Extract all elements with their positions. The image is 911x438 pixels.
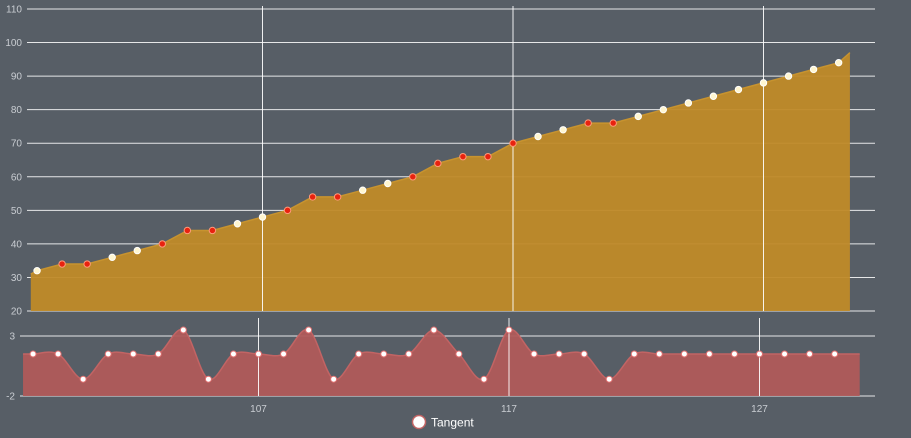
bottom-data-point (706, 351, 712, 357)
top-y-tick-label: 20 (11, 307, 23, 318)
bottom-data-point (306, 327, 312, 333)
bottom-data-point (531, 351, 537, 357)
top-y-tick-label: 70 (11, 139, 23, 150)
bottom-data-point (205, 376, 211, 382)
bottom-data-point (832, 351, 838, 357)
top-y-tick-label: 110 (6, 5, 22, 16)
bottom-data-point (30, 351, 36, 357)
top-data-point (259, 214, 265, 220)
bottom-data-point (731, 351, 737, 357)
top-y-tick-label: 90 (11, 72, 23, 83)
top-data-point (184, 227, 190, 233)
top-data-point (334, 194, 340, 200)
top-data-point (159, 241, 165, 247)
top-data-point (34, 268, 40, 274)
bottom-x-tick-label: 107 (250, 404, 267, 415)
legend-label[interactable]: Tangent (431, 416, 474, 430)
top-data-point (460, 153, 466, 159)
bottom-x-tick-label: 117 (501, 404, 517, 415)
bottom-data-point (556, 351, 562, 357)
bottom-data-point (180, 327, 186, 333)
bottom-data-point (431, 327, 437, 333)
bottom-data-point (681, 351, 687, 357)
top-data-point (360, 187, 366, 193)
bottom-data-point (481, 376, 487, 382)
top-data-point (685, 100, 691, 106)
bottom-chart-y-axis-labels: 3 -2 (6, 332, 15, 403)
top-data-point (284, 207, 290, 213)
top-data-point (84, 261, 90, 267)
bottom-data-point (80, 376, 86, 382)
top-data-point (385, 180, 391, 186)
bottom-area-fill (23, 330, 860, 396)
top-data-point (209, 227, 215, 233)
top-data-point (810, 66, 816, 72)
bottom-data-point (130, 351, 136, 357)
top-data-point (760, 80, 766, 86)
bottom-chart-x-axis-labels: 107 117 127 (250, 404, 768, 415)
bottom-y-tick-label: -2 (6, 392, 15, 403)
top-data-point (785, 73, 791, 79)
bottom-data-point (631, 351, 637, 357)
bottom-data-point (406, 351, 412, 357)
bottom-data-point (331, 376, 337, 382)
bottom-data-point (55, 351, 61, 357)
bottom-data-point (757, 351, 763, 357)
bottom-data-point (782, 351, 788, 357)
legend[interactable]: Tangent (413, 416, 475, 430)
top-data-point (735, 86, 741, 92)
top-y-tick-label: 60 (11, 172, 23, 183)
top-data-point (560, 127, 566, 133)
bottom-chart-area-series (23, 330, 860, 396)
top-data-point (410, 174, 416, 180)
top-y-tick-label: 80 (11, 105, 23, 116)
bottom-data-point (456, 351, 462, 357)
top-data-point (109, 254, 115, 260)
top-data-point (610, 120, 616, 126)
bottom-data-point (807, 351, 813, 357)
top-data-point (485, 153, 491, 159)
bottom-data-point (256, 351, 262, 357)
bottom-data-point (281, 351, 287, 357)
bottom-y-tick-label: 3 (9, 332, 15, 343)
bottom-data-point (381, 351, 387, 357)
bottom-data-point (506, 327, 512, 333)
bottom-data-point (581, 351, 587, 357)
top-chart-area-series (31, 53, 850, 311)
top-data-point (59, 261, 65, 267)
top-data-point (435, 160, 441, 166)
bottom-data-point (606, 376, 612, 382)
top-data-point (835, 59, 841, 65)
top-data-point (635, 113, 641, 119)
top-data-point (535, 133, 541, 139)
top-data-point (234, 221, 240, 227)
top-data-point (710, 93, 716, 99)
top-y-tick-label: 100 (5, 38, 22, 49)
bottom-data-point (356, 351, 362, 357)
top-data-point (510, 140, 516, 146)
bottom-x-tick-label: 127 (751, 404, 768, 415)
top-y-tick-label: 40 (11, 239, 23, 250)
bottom-data-point (105, 351, 111, 357)
legend-marker-icon[interactable] (413, 416, 426, 429)
top-data-point (585, 120, 591, 126)
top-area-fill (31, 53, 850, 311)
top-chart-y-axis-labels: 110 100 90 80 70 60 50 40 30 20 (5, 5, 22, 318)
bottom-data-point (656, 351, 662, 357)
bottom-data-point (155, 351, 161, 357)
top-y-tick-label: 50 (11, 206, 23, 217)
bottom-data-point (230, 351, 236, 357)
top-y-tick-label: 30 (11, 273, 23, 284)
top-data-point (309, 194, 315, 200)
top-data-point (660, 106, 666, 112)
top-data-point (134, 247, 140, 253)
